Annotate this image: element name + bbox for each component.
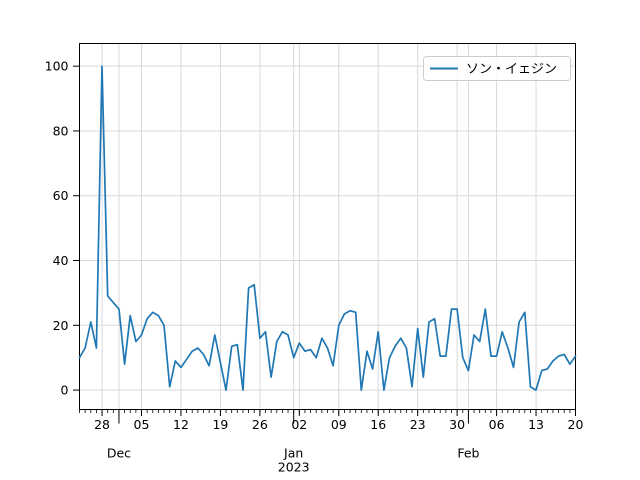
x-tick-label: 12 xyxy=(173,417,189,432)
month-label: Feb xyxy=(457,446,479,461)
grid-layer xyxy=(79,43,576,410)
month-label: Dec xyxy=(107,446,131,461)
legend: ソン・イェジン xyxy=(423,56,571,81)
x-tick-label: 09 xyxy=(331,417,347,432)
x-tick-label: 28 xyxy=(94,417,110,432)
legend-label: ソン・イェジン xyxy=(466,62,557,77)
series-layer xyxy=(78,65,577,391)
x-tick-label: 13 xyxy=(528,417,544,432)
y-tick-label: 40 xyxy=(53,253,69,268)
series-polyline xyxy=(78,65,577,391)
y-tick-label: 0 xyxy=(61,383,69,398)
x-tick-label: 16 xyxy=(370,417,386,432)
x-tick-label: 23 xyxy=(410,417,426,432)
x-tick-label: 02 xyxy=(291,417,307,432)
y-tick-label: 80 xyxy=(53,123,69,138)
x-tick-label: 19 xyxy=(212,417,228,432)
year-label: 2023 xyxy=(278,460,310,475)
x-tick-label: 26 xyxy=(252,417,268,432)
x-tick-label: 20 xyxy=(568,417,584,432)
legend-box xyxy=(423,56,571,81)
x-tick-label: 30 xyxy=(449,417,465,432)
plot-frame xyxy=(79,43,576,410)
y-tick-label: 20 xyxy=(53,318,69,333)
x-tick-label: 06 xyxy=(489,417,505,432)
month-label: Jan xyxy=(283,446,303,461)
x-tick-label: 05 xyxy=(134,417,150,432)
y-tick-label: 60 xyxy=(53,188,69,203)
y-tick-label: 100 xyxy=(45,59,69,74)
